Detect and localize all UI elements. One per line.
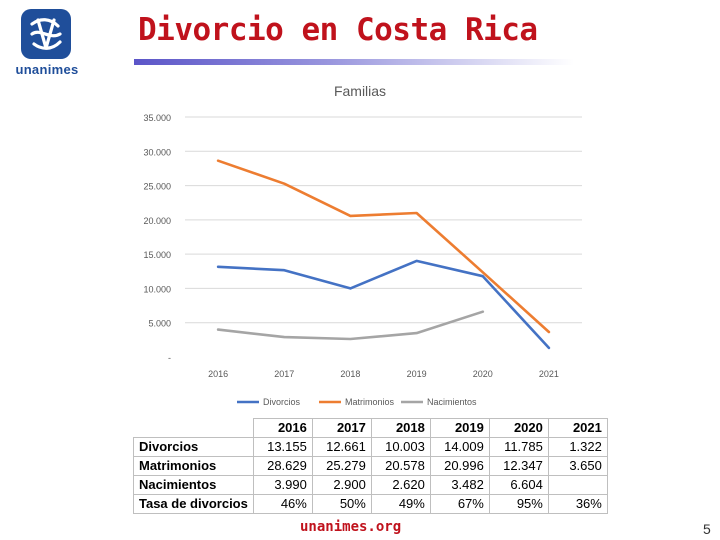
series-line-divorcios [216, 259, 551, 350]
legend-label: Divorcios [263, 397, 301, 407]
table-cell: 12.347 [488, 456, 549, 476]
table-cell: 20.578 [370, 456, 431, 476]
table-header: 2020 [488, 418, 549, 438]
table-cell: 3.482 [429, 475, 490, 495]
table-cell: 12.661 [311, 437, 372, 457]
brand-name: unanimes [15, 62, 79, 77]
y-tick-label: 5.000 [148, 319, 171, 329]
table-row: Divorcios 13.155 12.661 10.003 14.009 11… [133, 437, 608, 457]
page-number: 5 [703, 521, 711, 537]
table-row: Nacimientos 3.990 2.900 2.620 3.482 6.60… [133, 475, 608, 495]
table-row: Tasa de divorcios 46% 50% 49% 67% 95% 36… [133, 494, 608, 514]
x-tick-label: 2016 [208, 369, 228, 379]
table-cell: 14.009 [429, 437, 490, 457]
row-label: Nacimientos [133, 475, 254, 495]
slide-title: Divorcio en Costa Rica [138, 12, 538, 48]
table-cell: 2.620 [370, 475, 431, 495]
table-cell: 67% [429, 494, 490, 514]
x-tick-label: 2018 [340, 369, 360, 379]
legend-label: Nacimientos [427, 397, 477, 407]
row-label: Tasa de divorcios [133, 494, 254, 514]
legend-label: Matrimonios [345, 397, 395, 407]
x-tick-label: 2021 [539, 369, 559, 379]
table-corner [133, 418, 254, 438]
table-cell: 95% [488, 494, 549, 514]
table-cell [547, 475, 608, 495]
series-line-nacimientos [216, 310, 485, 341]
table-cell: 28.629 [252, 456, 313, 476]
table-header-row: 2016 2017 2018 2019 2020 2021 [133, 418, 608, 438]
chart-title: Familias [334, 83, 386, 99]
table-cell: 25.279 [311, 456, 372, 476]
table-cell: 3.650 [547, 456, 608, 476]
table-header: 2017 [311, 418, 372, 438]
table-header: 2021 [547, 418, 608, 438]
title-underline [134, 59, 574, 65]
x-tick-label: 2020 [473, 369, 493, 379]
row-label: Matrimonios [133, 456, 254, 476]
y-tick-label: - [168, 353, 171, 363]
table-header: 2016 [252, 418, 313, 438]
table-cell: 3.990 [252, 475, 313, 495]
y-tick-label: 30.000 [143, 147, 171, 157]
footer-url: unanimes.org [300, 519, 402, 535]
table-header: 2018 [370, 418, 431, 438]
table-cell: 13.155 [252, 437, 313, 457]
y-tick-label: 10.000 [143, 284, 171, 294]
y-tick-label: 15.000 [143, 250, 171, 260]
familias-line-chart: Familias - 5.000 10.000 15.000 20.000 25.000 3… [143, 83, 582, 407]
x-tick-label: 2019 [407, 369, 427, 379]
row-label: Divorcios [133, 437, 254, 457]
table-cell: 1.322 [547, 437, 608, 457]
table-cell: 6.604 [488, 475, 549, 495]
table-cell: 10.003 [370, 437, 431, 457]
table-cell: 11.785 [488, 437, 549, 457]
data-table: 2016 2017 2018 2019 2020 2021 Divorcios … [133, 418, 608, 514]
table-cell: 46% [252, 494, 313, 514]
x-tick-label: 2017 [274, 369, 294, 379]
table-cell: 50% [311, 494, 372, 514]
y-tick-label: 25.000 [143, 182, 171, 192]
y-tick-label: 20.000 [143, 216, 171, 226]
series-line-matrimonios [216, 159, 551, 334]
unanimes-logo-icon [21, 9, 71, 59]
table-cell: 2.900 [311, 475, 372, 495]
table-cell: 49% [370, 494, 431, 514]
y-tick-label: 35.000 [143, 113, 171, 123]
table-header: 2019 [429, 418, 490, 438]
table-cell: 36% [547, 494, 608, 514]
table-cell: 20.996 [429, 456, 490, 476]
table-row: Matrimonios 28.629 25.279 20.578 20.996 … [133, 456, 608, 476]
